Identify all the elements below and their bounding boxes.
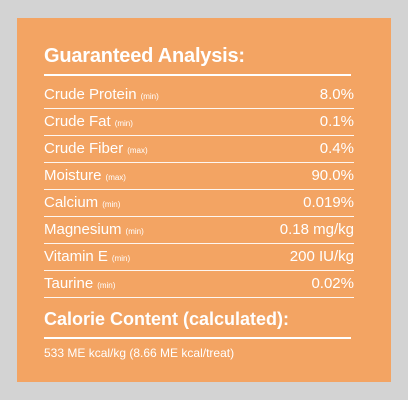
nutrient-value: 0.02% <box>311 275 354 292</box>
nutrient-label: Magnesium (min) <box>44 220 144 242</box>
nutrient-qualifier: (min) <box>111 254 131 263</box>
nutrient-label: Calcium (min) <box>44 193 120 215</box>
nutrient-qualifier: (max) <box>105 173 126 182</box>
analysis-row-magnesium: Magnesium (min) 0.18 mg/kg <box>44 217 354 244</box>
guaranteed-analysis-panel: Guaranteed Analysis: Crude Protein (min) … <box>17 18 391 382</box>
nutrient-label: Crude Protein (min) <box>44 85 159 107</box>
analysis-row-calcium: Calcium (min) 0.019% <box>44 190 354 217</box>
nutrient-name: Crude Protein <box>44 86 137 103</box>
analysis-row-vitamin-e: Vitamin E (min) 200 IU/kg <box>44 244 354 271</box>
nutrient-name: Crude Fiber <box>44 140 124 157</box>
nutrient-value: 90.0% <box>311 167 354 184</box>
nutrient-value: 0.4% <box>319 140 354 157</box>
nutrient-label: Crude Fiber (max) <box>44 139 148 161</box>
calorie-content-title: Calorie Content (calculated): <box>44 309 290 329</box>
nutrient-qualifier: (min) <box>102 200 121 209</box>
analysis-row-taurine: Taurine (min) 0.02% <box>44 271 354 298</box>
nutrient-qualifier: (min) <box>114 119 133 128</box>
analysis-row-moisture: Moisture (max) 90.0% <box>44 163 354 190</box>
nutrient-name: Calcium <box>44 194 99 211</box>
nutrient-label: Taurine (min) <box>44 274 115 296</box>
nutrient-label: Vitamin E (min) <box>44 247 130 269</box>
title-divider <box>44 74 351 76</box>
analysis-row-crude-protein: Crude Protein (min) 8.0% <box>44 82 354 109</box>
analysis-table: Crude Protein (min) 8.0% Crude Fat (min) 0… <box>44 82 354 298</box>
nutrient-value: 8.0% <box>319 86 354 103</box>
nutrient-value: 0.1% <box>319 113 354 130</box>
calorie-divider <box>44 337 351 339</box>
nutrient-qualifier: (min) <box>125 227 144 236</box>
analysis-row-crude-fat: Crude Fat (min) 0.1% <box>44 109 354 136</box>
nutrient-value: 0.18 mg/kg <box>279 221 354 238</box>
nutrient-name: Vitamin E <box>44 248 108 265</box>
nutrient-label: Moisture (max) <box>44 166 126 188</box>
nutrient-name: Taurine <box>44 275 94 292</box>
analysis-row-crude-fiber: Crude Fiber (max) 0.4% <box>44 136 354 163</box>
nutrient-qualifier: (max) <box>127 146 148 155</box>
nutrient-label: Crude Fat (min) <box>44 112 133 134</box>
nutrient-qualifier: (min) <box>97 281 116 290</box>
calorie-content-text: 533 ME kcal/kg (8.66 ME kcal/treat) <box>44 346 235 360</box>
nutrient-value: 0.019% <box>303 194 354 211</box>
nutrient-value: 200 IU/kg <box>289 248 354 265</box>
guaranteed-analysis-title: Guaranteed Analysis: <box>44 45 245 67</box>
nutrient-name: Crude Fat <box>44 113 111 130</box>
nutrient-qualifier: (min) <box>140 92 159 101</box>
nutrient-name: Moisture <box>44 167 102 184</box>
nutrient-name: Magnesium <box>44 221 122 238</box>
